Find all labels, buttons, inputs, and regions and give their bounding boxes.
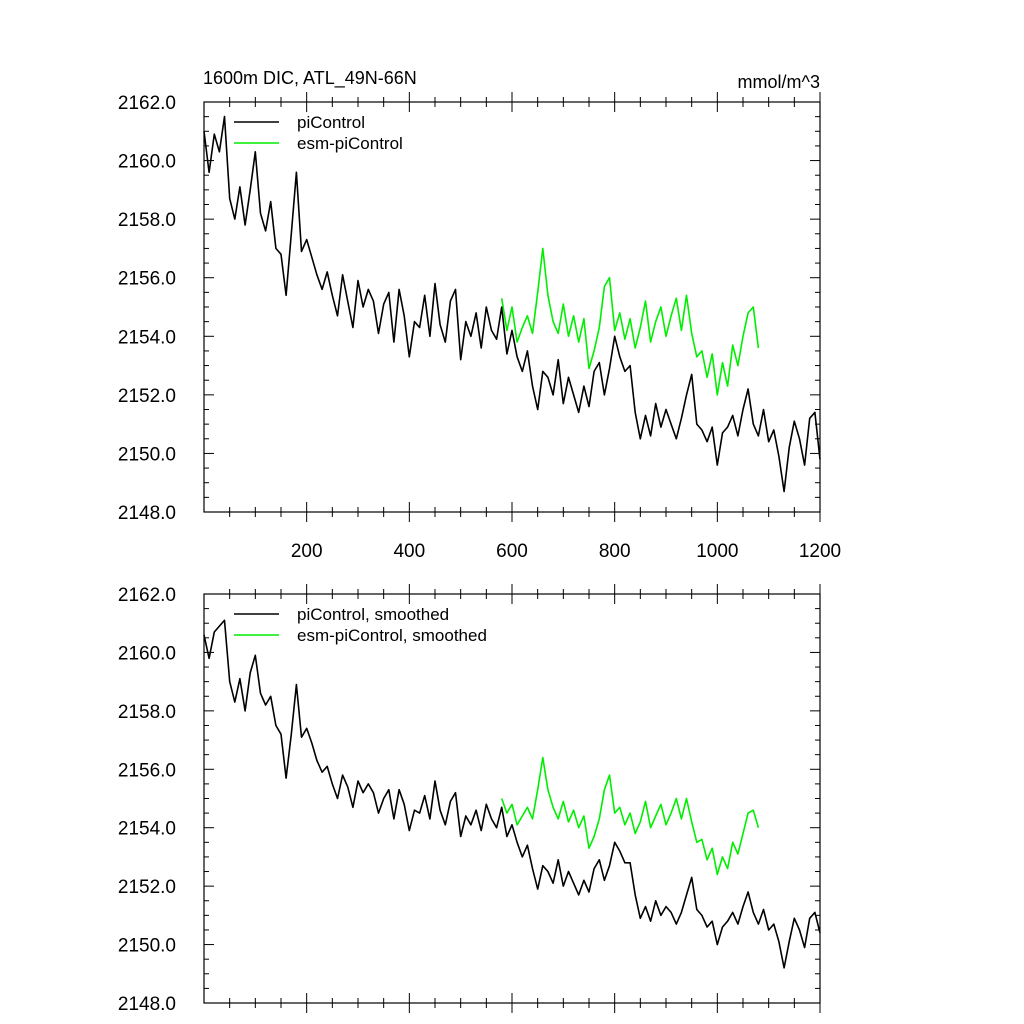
series-line-esm-picontrol: [500, 247, 760, 396]
x-tick-label: 400: [393, 541, 425, 562]
x-tick-label: 1200: [799, 541, 841, 562]
series-line-esm-picontrol: [500, 756, 760, 876]
x-tick-label: 600: [496, 541, 528, 562]
x-tick-label: 800: [599, 541, 631, 562]
y-tick-label: 2154.0: [118, 327, 176, 348]
legend: piControl, smoothed esm-piControl, smooth…: [234, 605, 487, 645]
y-tick-label: 2160.0: [118, 152, 176, 173]
y-tick-label: 2160.0: [118, 643, 176, 664]
y-tick-label: 2162.0: [118, 585, 176, 606]
bottom-panel: piControl, smoothed esm-piControl, smooth…: [118, 584, 821, 1015]
y-tick-label: 2152.0: [118, 386, 176, 407]
x-tick-label: 1000: [696, 541, 738, 562]
legend-label: piControl, smoothed: [297, 605, 449, 624]
series-line-picontrol: [203, 115, 821, 493]
y-tick-label: 2156.0: [118, 760, 176, 781]
legend: piControl esm-piControl: [234, 113, 403, 153]
y-tick-label: 2150.0: [118, 444, 176, 465]
series-line-picontrol: [203, 619, 821, 969]
y-tick-label: 2148.0: [118, 503, 176, 524]
y-tick-label: 2154.0: [118, 819, 176, 840]
y-tick-label: 2150.0: [118, 936, 176, 957]
x-tick-label: 200: [291, 541, 323, 562]
legend-label: esm-piControl: [297, 134, 403, 153]
y-tick-label: 2152.0: [118, 877, 176, 898]
top-panel: 1600m DIC, ATL_49N-66N mmol/m^3 piContro…: [118, 68, 841, 562]
units-label: mmol/m^3: [738, 72, 820, 92]
plot-frame: [203, 593, 821, 1004]
y-tick-label: 2158.0: [118, 210, 176, 231]
y-tick-label: 2148.0: [118, 994, 176, 1015]
legend-label: piControl: [297, 113, 365, 132]
legend-label: esm-piControl, smoothed: [297, 626, 487, 645]
y-tick-label: 2158.0: [118, 702, 176, 723]
y-tick-label: 2156.0: [118, 269, 176, 290]
y-tick-label: 2162.0: [118, 93, 176, 114]
chart-title: 1600m DIC, ATL_49N-66N: [203, 68, 417, 89]
